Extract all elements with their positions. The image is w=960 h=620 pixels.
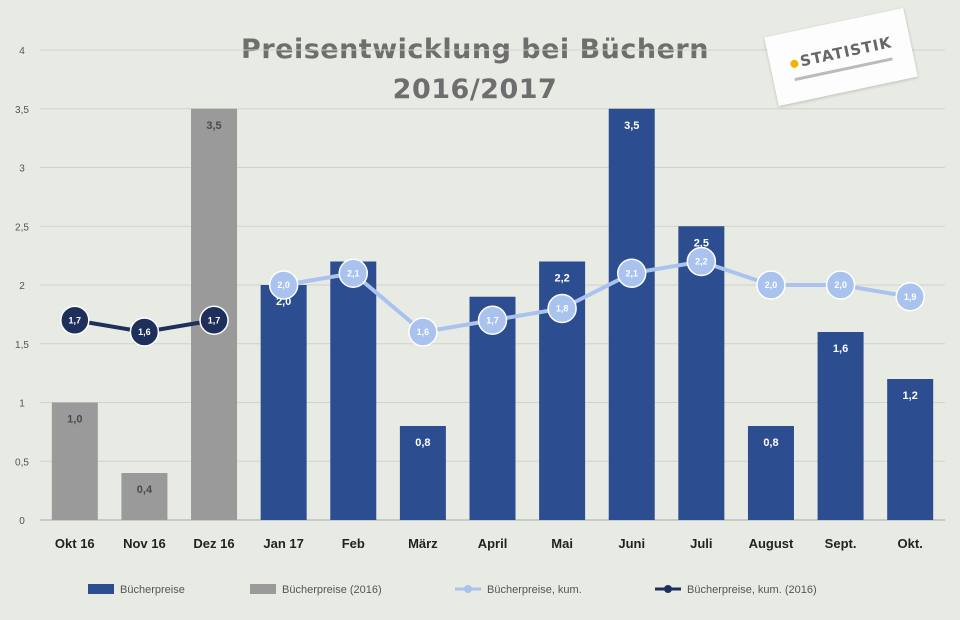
bar-data-label: 2,5 <box>694 237 709 249</box>
x-tick-label: Juli <box>690 536 712 551</box>
bar-data-label: 0,8 <box>763 437 778 449</box>
point-data-label: 2,0 <box>277 280 290 290</box>
bar <box>608 108 655 520</box>
lines: 2,0 2,1 1,6 1,7 1,8 2,1 2,2 2,0 2,0 1,9 1,7 1,6 1,7 <box>60 246 925 347</box>
y-tick-label: 1,5 <box>15 340 29 351</box>
line-point <box>60 305 90 335</box>
y-tick-label: 1 <box>19 399 25 410</box>
line-point <box>338 258 369 288</box>
legend: Bücherpreise Bücherpreise (2016) Bücherpre… <box>88 584 817 596</box>
logo-text: STATISTIK <box>798 32 894 70</box>
bar <box>817 332 864 520</box>
bar-data-label: 1,6 <box>833 343 848 355</box>
bar-data-label: 1,2 <box>903 390 918 402</box>
bar-data-label: 2,2 <box>554 273 569 285</box>
point-data-label: 2,2 <box>695 257 708 267</box>
y-tick-label: 3,5 <box>15 105 29 116</box>
line-point <box>756 270 786 300</box>
point-data-label: 1,7 <box>69 315 82 325</box>
x-tick-label: April <box>478 536 508 551</box>
legend-label: Bücherpreise (2016) <box>282 584 382 596</box>
point-data-label: 2,1 <box>347 268 360 278</box>
y-tick-label: 0,5 <box>15 457 29 468</box>
bar <box>121 473 168 520</box>
legend-swatch <box>88 584 114 594</box>
legend-label: Bücherpreise <box>120 584 185 596</box>
bar <box>51 402 98 520</box>
line-point <box>268 270 299 300</box>
line-point <box>129 317 160 347</box>
point-data-label: 1,6 <box>417 327 430 337</box>
logo-mark: STATISTIK <box>787 32 894 73</box>
bar-data-label: 1,0 <box>67 414 82 426</box>
chart-title-line-2: 2016/2017 <box>393 74 558 105</box>
bar <box>399 426 446 520</box>
x-tick-label: Juni <box>618 536 645 551</box>
point-data-label: 2,0 <box>834 280 847 290</box>
line-point <box>825 270 856 300</box>
bar <box>330 261 377 520</box>
y-tick-label: 4 <box>19 46 25 57</box>
point-data-label: 2,1 <box>625 268 638 278</box>
line-point <box>616 258 647 288</box>
bar <box>260 285 307 520</box>
legend-label: Bücherpreise, kum. (2016) <box>687 584 817 596</box>
x-tick-label: Mai <box>551 536 573 551</box>
x-tick-label: Dez 16 <box>193 536 234 551</box>
y-tick-label: 0 <box>19 516 25 527</box>
bar-data-label: 0,4 <box>137 484 153 496</box>
x-axis: Okt 16 Nov 16 Dez 16 Jan 17 Feb März April Mai J… <box>55 536 923 551</box>
bar-data-label: 0,8 <box>415 437 430 449</box>
x-tick-label: Okt 16 <box>55 536 95 551</box>
point-data-label: 1,9 <box>904 292 917 302</box>
x-tick-label: Sept. <box>825 536 857 551</box>
point-data-label: 1,8 <box>556 304 569 314</box>
y-axis: 0 0,5 1 1,5 2 2,5 3 3,5 4 <box>15 46 29 527</box>
legend-marker <box>664 585 672 593</box>
line-point <box>895 282 925 312</box>
legend-swatch <box>250 584 276 594</box>
legend-label: Bücherpreise, kum. <box>487 584 582 596</box>
x-tick-label: Jan 17 <box>263 536 303 551</box>
bar-data-label: 3,5 <box>206 120 221 132</box>
point-data-label: 1,7 <box>208 315 221 325</box>
point-data-label: 1,7 <box>486 315 499 325</box>
series-line <box>283 259 911 335</box>
y-tick-label: 2,5 <box>15 222 29 233</box>
point-data-label: 1,6 <box>138 327 151 337</box>
bar <box>887 379 934 520</box>
x-tick-label: August <box>749 536 794 551</box>
y-tick-label: 3 <box>19 164 25 175</box>
legend-marker <box>464 585 472 593</box>
x-tick-label: Feb <box>342 536 365 551</box>
x-tick-label: März <box>408 536 438 551</box>
x-tick-label: Nov 16 <box>123 536 166 551</box>
point-data-label: 2,0 <box>765 280 778 290</box>
bar-data-label: 3,5 <box>624 120 639 132</box>
line-point <box>408 317 438 347</box>
line-point <box>477 305 508 335</box>
line-point <box>199 305 229 335</box>
line-point <box>547 293 577 324</box>
y-tick-label: 2 <box>19 281 25 292</box>
logo-dot-icon <box>789 58 800 69</box>
bar <box>747 426 794 520</box>
x-tick-label: Okt. <box>898 536 923 551</box>
line-point <box>686 246 717 277</box>
